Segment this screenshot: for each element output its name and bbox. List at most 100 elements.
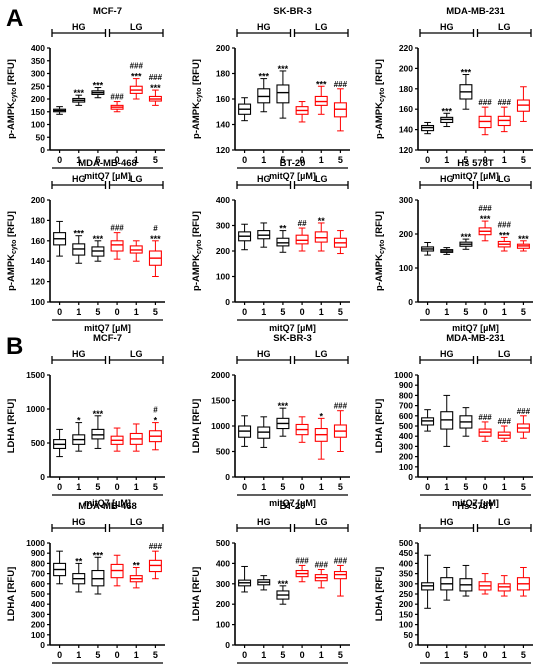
x-axis-label: mitQ7 [µM] bbox=[452, 323, 499, 333]
x-axis-label: mitQ7 [µM] bbox=[269, 171, 316, 181]
x-axis-label: mitQ7 [µM] bbox=[84, 498, 131, 508]
significance-mark: *** bbox=[150, 83, 161, 93]
y-tick-label: 700 bbox=[399, 401, 413, 411]
x-tick-label: 0 bbox=[300, 482, 305, 492]
significance-mark: ### bbox=[478, 204, 492, 213]
group-label-lg: LG bbox=[498, 349, 511, 359]
y-tick-label: 300 bbox=[399, 441, 413, 451]
y-tick-label: 200 bbox=[216, 43, 230, 53]
x-tick-label: 1 bbox=[319, 482, 324, 492]
group-label-lg: LG bbox=[130, 517, 143, 527]
box-lg-1 bbox=[129, 240, 143, 262]
x-tick-label: 5 bbox=[280, 650, 285, 660]
significance-mark: *** bbox=[150, 234, 161, 244]
y-tick-label: 500 bbox=[399, 538, 413, 548]
x-axis-label: mitQ7 [µM] bbox=[84, 171, 131, 181]
group-label-hg: HG bbox=[440, 517, 454, 527]
box-lg-0: ***### bbox=[478, 204, 492, 242]
y-tick-label: 500 bbox=[31, 589, 45, 599]
y-tick-label: 200 bbox=[31, 195, 45, 205]
y-tick-label: 140 bbox=[399, 125, 413, 135]
y-tick-label: 300 bbox=[399, 195, 413, 205]
box-lg-0 bbox=[295, 101, 309, 123]
x-tick-label: 5 bbox=[153, 307, 158, 317]
x-tick-label: 0 bbox=[242, 482, 247, 492]
significance-mark: *** bbox=[461, 68, 472, 78]
significance-mark: *** bbox=[93, 409, 104, 419]
significance-mark: *** bbox=[499, 230, 510, 240]
significance-mark: *** bbox=[278, 64, 289, 74]
box-hg-0 bbox=[421, 409, 435, 432]
box-hg-5: *** bbox=[91, 81, 105, 99]
box-lg-0: ### bbox=[478, 98, 492, 136]
group-label-lg: LG bbox=[315, 174, 328, 184]
x-tick-label: 1 bbox=[134, 650, 139, 660]
x-tick-label: 5 bbox=[338, 307, 343, 317]
box-lg-5 bbox=[333, 230, 347, 255]
x-tick-label: 5 bbox=[338, 155, 343, 165]
box-hg-1: * bbox=[72, 416, 86, 452]
x-tick-label: 5 bbox=[463, 650, 468, 660]
box-hg-0 bbox=[238, 565, 252, 593]
significance-mark: ### bbox=[130, 62, 144, 71]
box-lg-0: ### bbox=[110, 93, 124, 113]
box-lg-5: ### bbox=[334, 402, 348, 452]
box-hg-5: *** bbox=[91, 234, 105, 262]
y-tick-label: 0 bbox=[408, 640, 413, 650]
y-tick-label: 200 bbox=[399, 452, 413, 462]
group-label-lg: LG bbox=[498, 517, 511, 527]
chart-panel-b-mcf-7: MCF-7 HG LG 0 500 1000 1500 LDHA [RFU] 0 1 5 0 1 5 mit… bbox=[6, 333, 165, 508]
y-tick-label: 200 bbox=[399, 63, 413, 73]
y-tick-label: 120 bbox=[216, 145, 230, 155]
box-lg-5: ***# bbox=[148, 224, 162, 277]
significance-mark: ## bbox=[298, 219, 307, 228]
y-tick-label: 800 bbox=[399, 390, 413, 400]
box-hg-1: *** bbox=[440, 106, 454, 128]
x-tick-label: 0 bbox=[425, 650, 430, 660]
y-axis-label: p-AMPKcyto [RFU] bbox=[191, 211, 203, 291]
x-tick-label: 5 bbox=[521, 307, 526, 317]
x-tick-label: 0 bbox=[242, 155, 247, 165]
x-tick-label: 1 bbox=[134, 307, 139, 317]
x-tick-label: 1 bbox=[502, 155, 507, 165]
y-tick-label: 100 bbox=[31, 630, 45, 640]
box-hg-5: *** bbox=[459, 68, 473, 110]
box-hg-1 bbox=[440, 247, 454, 255]
x-tick-label: 0 bbox=[115, 307, 120, 317]
x-tick-label: 5 bbox=[95, 650, 100, 660]
x-tick-label: 0 bbox=[425, 155, 430, 165]
box-lg-5 bbox=[516, 566, 530, 597]
box-hg-5: ** bbox=[276, 224, 290, 253]
significance-mark: ** bbox=[75, 556, 83, 566]
group-label-hg: HG bbox=[72, 174, 86, 184]
y-tick-label: 0 bbox=[225, 472, 230, 482]
y-tick-label: 0 bbox=[225, 297, 230, 307]
y-axis-label: LDHA [RFU] bbox=[374, 567, 385, 622]
box-lg-5: ### bbox=[149, 542, 163, 580]
box-lg-0 bbox=[110, 427, 124, 452]
y-tick-label: 500 bbox=[31, 438, 45, 448]
box-lg-5: ### bbox=[334, 80, 348, 132]
x-tick-label: 0 bbox=[115, 155, 120, 165]
y-tick-label: 1000 bbox=[211, 421, 230, 431]
x-tick-label: 5 bbox=[280, 155, 285, 165]
y-tick-label: 50 bbox=[404, 630, 414, 640]
y-tick-label: 200 bbox=[399, 599, 413, 609]
y-tick-label: 160 bbox=[399, 104, 413, 114]
box-hg-0 bbox=[53, 106, 67, 115]
significance-mark: *** bbox=[258, 72, 269, 82]
y-tick-label: 400 bbox=[216, 195, 230, 205]
box-lg-1: ### bbox=[315, 561, 328, 589]
x-tick-label: 1 bbox=[76, 307, 81, 317]
significance-mark: ** bbox=[133, 560, 141, 570]
y-tick-label: 0 bbox=[40, 145, 45, 155]
x-tick-label: 0 bbox=[57, 155, 62, 165]
significance-mark: *** bbox=[131, 72, 142, 82]
x-tick-label: 1 bbox=[261, 650, 266, 660]
box-hg-5: *** bbox=[91, 550, 105, 595]
significance-mark: # bbox=[153, 224, 158, 233]
y-tick-label: 2000 bbox=[211, 370, 230, 380]
